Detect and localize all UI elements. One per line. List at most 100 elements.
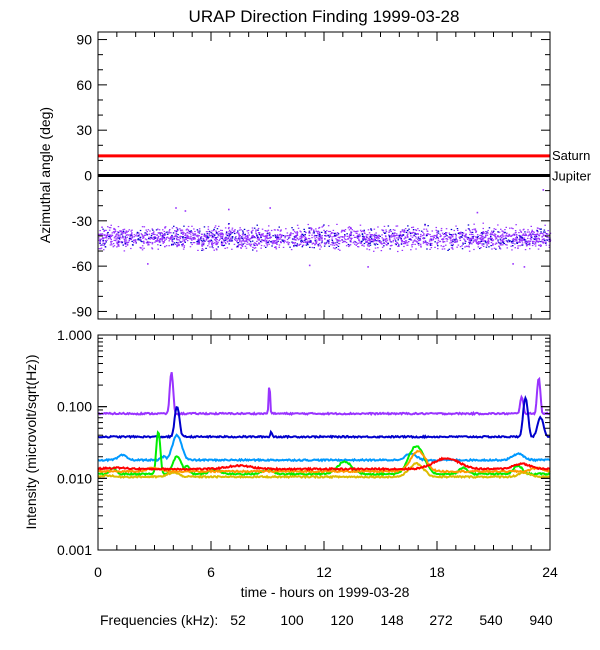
azimuth-point [296, 244, 299, 246]
azimuth-point [459, 239, 462, 241]
azimuth-point [521, 244, 523, 246]
azimuth-point [488, 241, 490, 243]
azimuth-point [346, 235, 348, 237]
azimuth-point [215, 240, 218, 243]
azimuth-point [436, 243, 439, 245]
azimuth-point [508, 234, 511, 236]
azimuth-point [487, 229, 489, 232]
azimuth-point [218, 225, 220, 227]
azimuth-point [134, 240, 137, 242]
azimuth-point [121, 241, 123, 243]
azimuth-point [321, 239, 323, 242]
azimuth-point [429, 239, 431, 241]
azimuth-point [491, 239, 493, 241]
azimuth-point [265, 239, 268, 242]
azimuth-point [443, 248, 446, 250]
azimuth-point [274, 246, 276, 248]
azimuth-point [231, 248, 233, 250]
azimuth-point [334, 242, 337, 244]
azimuth-point [179, 237, 182, 240]
azimuth-point [271, 245, 273, 247]
azimuth-point [375, 242, 377, 244]
azimuth-point [231, 232, 234, 234]
azimuth-point [121, 234, 124, 236]
azimuth-point [302, 236, 305, 238]
azimuth-point [163, 238, 166, 240]
azimuth-point [511, 234, 514, 236]
azimuth-point [260, 247, 262, 249]
azimuth-point [471, 231, 474, 233]
azimuth-point [141, 241, 143, 243]
azimuth-outlier [228, 208, 230, 211]
azimuth-point [308, 237, 310, 240]
azimuth-point [154, 233, 156, 236]
azimuth-point [395, 240, 397, 242]
azimuth-point [310, 240, 312, 242]
azimuth-point [164, 245, 166, 248]
azimuth-point [519, 229, 521, 231]
azimuth-point [145, 239, 148, 241]
azimuth-point [308, 230, 311, 232]
azimuth-point [407, 225, 409, 227]
azimuth-point [224, 247, 226, 249]
azimuth-point [409, 231, 412, 234]
azimuth-point [341, 229, 343, 231]
azimuth-point [248, 243, 250, 245]
azimuth-point [423, 237, 426, 239]
azimuth-point [118, 237, 120, 239]
azimuth-point [483, 232, 485, 234]
azimuth-point [273, 240, 275, 242]
azimuth-point [318, 238, 321, 240]
azimuth-point [485, 235, 487, 237]
azimuth-point [511, 242, 513, 244]
intensity-series [97, 371, 551, 480]
azimuth-point [510, 241, 513, 243]
azimuth-point [537, 231, 539, 233]
azimuth-point [479, 237, 482, 239]
azimuth-point [117, 231, 119, 233]
azimuth-point [107, 238, 110, 240]
azimuth-point [476, 242, 478, 245]
azimuth-point [131, 236, 133, 238]
azimuth-point [200, 233, 203, 235]
azimuth-point [475, 241, 478, 243]
azimuth-point [367, 239, 369, 241]
azimuth-point [288, 235, 291, 237]
azimuth-point [188, 232, 190, 234]
azimuth-point [499, 236, 502, 238]
azimuth-ylabel: Azimuthal angle (deg) [37, 107, 53, 243]
azimuth-point [409, 239, 412, 241]
azimuth-point [278, 238, 281, 240]
azimuth-point [247, 229, 250, 232]
azimuth-point [236, 238, 238, 240]
azimuth-point [135, 242, 137, 244]
azimuth-point [208, 230, 211, 232]
azimuth-point [416, 241, 418, 243]
azimuth-point [165, 237, 168, 239]
legend-entry-272: 272 [429, 612, 453, 628]
azimuth-point [458, 236, 461, 238]
azimuth-point [527, 229, 529, 231]
azimuth-point [435, 235, 438, 237]
azimuth-point [422, 237, 425, 239]
azimuth-point [289, 246, 291, 248]
azimuth-point [546, 239, 549, 241]
azimuth-point [191, 231, 193, 233]
azimuth-point [332, 247, 335, 249]
azimuth-point [251, 236, 253, 238]
azimuth-point [134, 240, 137, 243]
azimuth-point [312, 232, 314, 234]
azimuth-point [523, 228, 525, 230]
azimuth-point [212, 247, 214, 249]
azimuth-point [151, 243, 154, 245]
azimuth-point [272, 241, 275, 243]
azimuth-point [467, 245, 470, 247]
azimuth-point [370, 229, 373, 231]
azimuth-point [295, 239, 297, 241]
azimuth-point [515, 224, 517, 226]
azimuth-point [337, 248, 340, 250]
azimuth-point [280, 229, 282, 231]
azimuth-point [410, 249, 412, 251]
azimuth-point [231, 236, 234, 238]
azimuth-point [139, 239, 142, 241]
